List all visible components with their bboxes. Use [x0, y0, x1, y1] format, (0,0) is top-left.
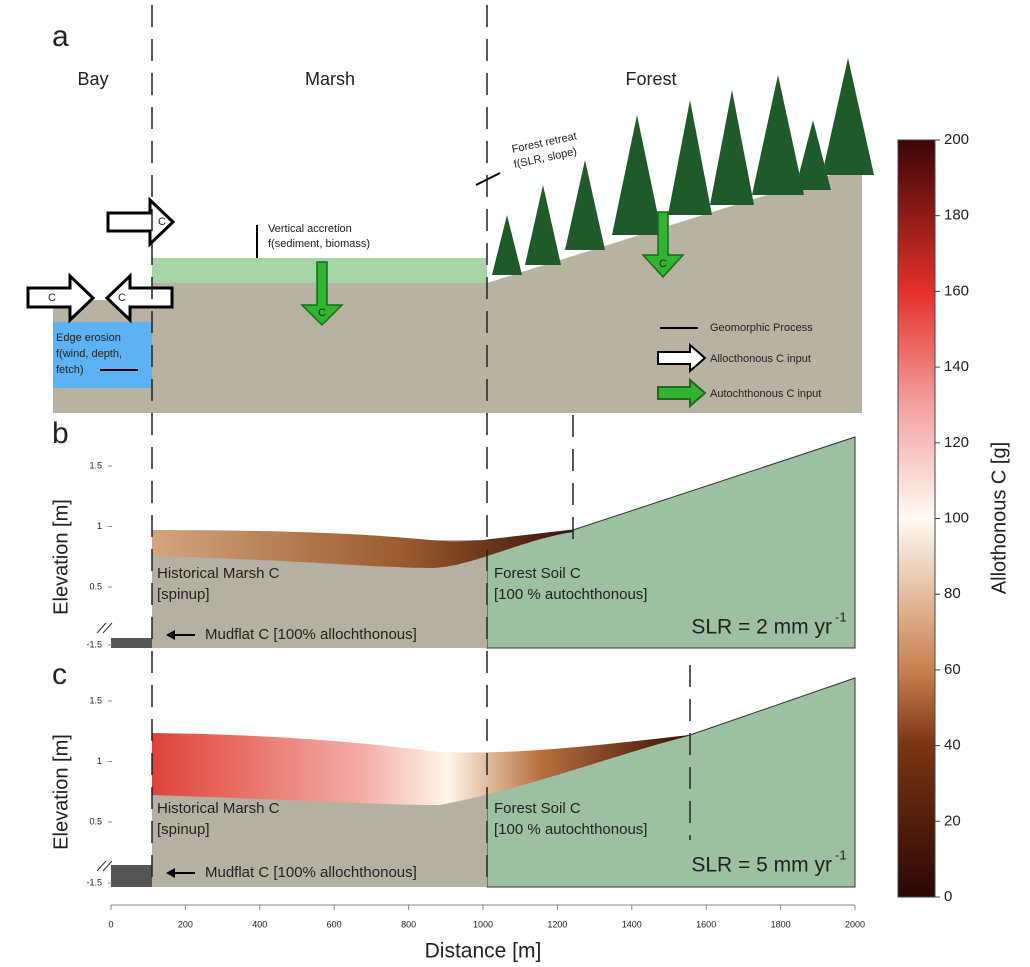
arrow-letter: C — [659, 258, 667, 270]
colorbar-tick-label: 180 — [944, 207, 969, 224]
y-tick-label: 1.5 — [89, 460, 102, 470]
annotation: f(sediment, biomass) — [268, 238, 370, 250]
x-tick-label: 1600 — [696, 919, 716, 929]
colorbar-tick-label: 140 — [944, 358, 969, 375]
figure: a Bay Marsh Forest Forest retreat f(SLR,… — [0, 0, 1030, 967]
region-label: Mudflat C [100% allochthonous] — [205, 864, 417, 881]
region-label: [spinup] — [157, 821, 210, 838]
colorbar-tick-label: 100 — [944, 509, 969, 526]
region-label: [spinup] — [157, 586, 210, 603]
y-tick-label: 1 — [97, 756, 102, 766]
zone-label: Marsh — [305, 69, 355, 89]
y-tick-label: -1.5 — [86, 877, 102, 887]
colorbar-title: Allothonous C [g] — [988, 442, 1010, 594]
region-label: Mudflat C [100% allochthonous] — [205, 626, 417, 643]
y-tick-label: -1.5 — [86, 639, 102, 649]
arrow-letter: C — [158, 216, 166, 228]
region-label: Forest Soil C — [494, 565, 581, 582]
x-tick-label: 1200 — [547, 919, 567, 929]
colorbar-tick-label: 120 — [944, 434, 969, 451]
panel-label: c — [52, 658, 67, 691]
x-tick-label: 2000 — [845, 919, 865, 929]
colorbar-tick-label: 20 — [944, 812, 961, 829]
slr-label: SLR = 5 mm yr — [691, 854, 832, 877]
arrow-letter: C — [318, 307, 326, 319]
panel-label: a — [52, 20, 69, 53]
arrow-letter: C — [118, 292, 126, 304]
x-tick-label: 1000 — [473, 919, 493, 929]
y-tick-label: 0.5 — [89, 816, 102, 826]
region-label: [100 % autochthonous] — [494, 821, 647, 838]
annotation: Edge erosion — [56, 332, 121, 344]
x-axis-title: Distance [m] — [425, 940, 542, 963]
colorbar-tick-label: 80 — [944, 585, 961, 602]
y-tick-label: 1.5 — [89, 695, 102, 705]
mudflat — [111, 638, 152, 648]
x-tick-label: 1800 — [771, 919, 791, 929]
region-label: Forest Soil C — [494, 800, 581, 817]
x-tick-label: 0 — [108, 919, 113, 929]
annotation: Vertical accretion — [268, 223, 352, 235]
colorbar — [898, 140, 935, 897]
colorbar-tick-label: 200 — [944, 131, 969, 148]
y-tick-label: 0.5 — [89, 581, 102, 591]
x-tick-label: 800 — [401, 919, 416, 929]
annotation: f(wind, depth, — [56, 348, 122, 360]
y-axis-title: Elevation [m] — [50, 499, 72, 615]
x-tick-label: 1400 — [622, 919, 642, 929]
colorbar-tick-label: 40 — [944, 737, 961, 754]
legend-label: Geomorphic Process — [710, 322, 813, 334]
x-tick-label: 400 — [252, 919, 267, 929]
legend-label: Autochthonous C input — [710, 388, 821, 400]
slr-exponent: -1 — [835, 609, 847, 624]
colorbar-tick-label: 60 — [944, 661, 961, 678]
mudflat — [111, 865, 152, 887]
x-tick-label: 200 — [178, 919, 193, 929]
panel-b: -1.5 0.5 1 1.5 b Elevation [m] Historical Mars… — [50, 415, 855, 649]
y-tick-label: 1 — [97, 521, 102, 531]
slr-label: SLR = 2 mm yr — [691, 616, 832, 639]
geomorphic-arrow — [476, 173, 500, 185]
colorbar-tick-label: 0 — [944, 888, 952, 905]
soil — [152, 165, 862, 413]
panel-label: b — [52, 417, 69, 450]
zone-label: Bay — [77, 69, 108, 89]
colorbar-tick-label: 160 — [944, 282, 969, 299]
region-label: [100 % autochthonous] — [494, 586, 647, 603]
arrow-letter: C — [48, 292, 56, 304]
annotation: fetch) — [56, 364, 84, 376]
panel-c: -1.5 0.5 1 1.5 c Elevation [m] Historical Mars… — [50, 658, 855, 887]
slr-exponent: -1 — [835, 847, 847, 862]
y-axis-title: Elevation [m] — [50, 734, 72, 850]
region-label: Historical Marsh C — [157, 800, 280, 817]
region-label: Historical Marsh C — [157, 565, 280, 582]
zone-label: Forest — [625, 69, 676, 89]
panel-a: a Bay Marsh Forest Forest retreat f(SLR,… — [28, 20, 874, 413]
legend-label: Allocthonous C input — [710, 353, 811, 365]
x-tick-label: 600 — [327, 919, 342, 929]
